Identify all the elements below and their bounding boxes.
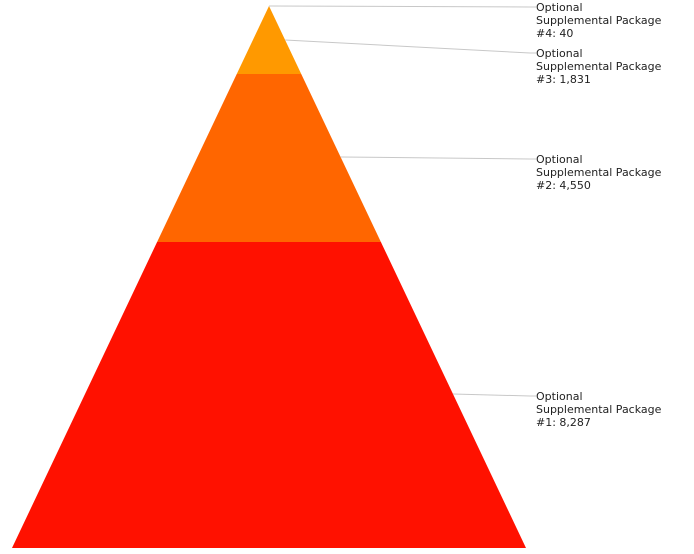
segment-label-line: Optional xyxy=(536,153,583,166)
pyramid-segment-2 xyxy=(157,74,381,242)
pyramid-segment-1 xyxy=(12,242,526,548)
segment-label-3: Optional Supplemental Package #3: 1,831 xyxy=(536,47,662,86)
leader-line-4 xyxy=(268,5,536,8)
segment-label-line: #3: 1,831 xyxy=(536,73,591,86)
segment-label-line: Optional xyxy=(536,47,583,60)
leader-line-2 xyxy=(340,156,536,160)
segment-label-line: Supplemental Package xyxy=(536,60,662,73)
segment-labels: Optional Supplemental Package #1: 8,287Opt… xyxy=(536,1,662,429)
pyramid-segment-4 xyxy=(253,6,285,38)
segment-label-line: #1: 8,287 xyxy=(536,416,591,429)
segment-label-line: #2: 4,550 xyxy=(536,179,591,192)
segment-label-line: Optional xyxy=(536,1,583,14)
segment-label-line: Supplemental Package xyxy=(536,403,662,416)
segment-label-line: Optional xyxy=(536,390,583,403)
leader-line-1 xyxy=(452,393,536,397)
leader-lines xyxy=(268,5,536,397)
segment-label-4: Optional Supplemental Package #4: 40 xyxy=(536,1,662,40)
segment-label-2: Optional Supplemental Package #2: 4,550 xyxy=(536,153,662,192)
segment-label-line: #4: 40 xyxy=(536,27,573,40)
segment-label-line: Supplemental Package xyxy=(536,14,662,27)
segment-label-line: Supplemental Package xyxy=(536,166,662,179)
pyramid-segment-3 xyxy=(236,38,302,74)
segment-label-1: Optional Supplemental Package #1: 8,287 xyxy=(536,390,662,429)
pyramid-segments xyxy=(12,6,526,548)
leader-line-3 xyxy=(285,39,536,54)
